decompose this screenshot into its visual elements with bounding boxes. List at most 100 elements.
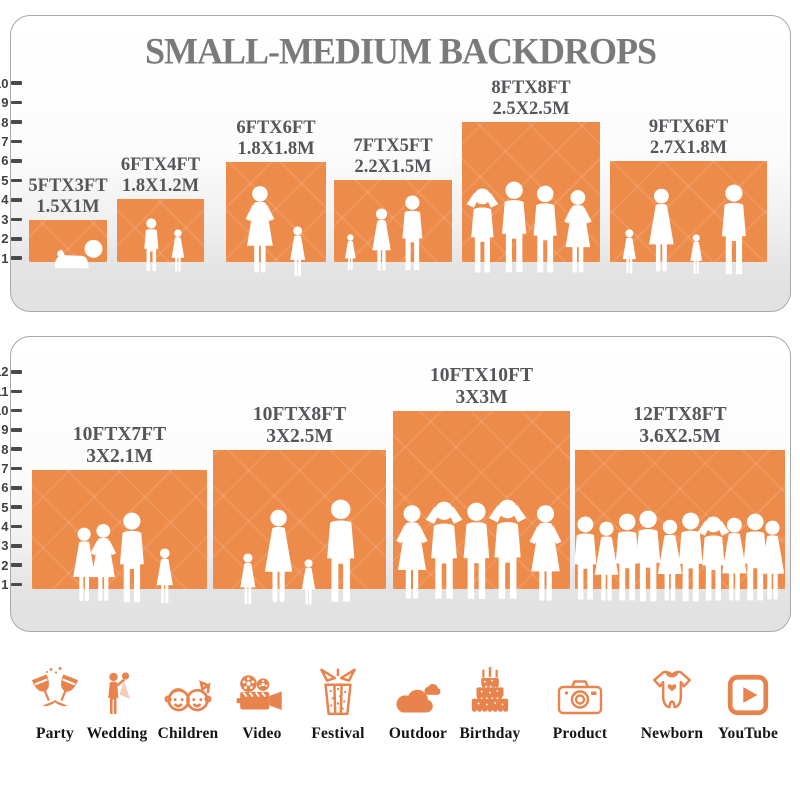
newborn-icon	[627, 658, 717, 718]
category-label: YouTube	[717, 725, 779, 742]
ruler-tick-label: 6	[1, 153, 9, 169]
ruler-tick	[10, 428, 22, 432]
ruler-tick-label: 9	[1, 95, 9, 111]
ruler-tick	[10, 139, 22, 144]
person-silhouette	[555, 189, 601, 277]
ruler-tick	[10, 178, 22, 183]
ruler-tick-label: 8	[1, 114, 9, 130]
category-label: Children	[157, 725, 219, 742]
ruler-tick-label: 6	[1, 480, 9, 496]
category-outdoor: Outdoor	[373, 658, 463, 743]
ruler-tick	[10, 100, 22, 105]
person-silhouette	[619, 229, 640, 276]
person-silhouette	[519, 504, 572, 606]
ruler-tick	[10, 120, 22, 124]
category-birthday: Birthday	[445, 658, 535, 743]
page-title: SMALL-MEDIUM BACKDROPS	[144, 30, 657, 72]
ruler-tick-label: 10	[0, 75, 9, 91]
ruler-tick	[10, 505, 22, 509]
ruler-tick	[10, 217, 22, 222]
category-festival: Festival	[293, 658, 383, 743]
ruler-tick-label: 12	[0, 364, 9, 380]
category-label: Outdoor	[388, 725, 448, 742]
ruler-tick	[10, 159, 22, 163]
party-icon	[10, 658, 100, 718]
category-label: Video	[242, 725, 282, 742]
ruler-tick-label: 4	[1, 519, 9, 535]
category-label: Birthday	[459, 725, 521, 742]
category-video: Video	[217, 658, 307, 743]
outdoor-icon	[373, 658, 463, 718]
children-icon	[143, 658, 233, 718]
person-silhouette	[111, 512, 153, 607]
ruler-tick	[10, 81, 22, 85]
youtube-icon	[703, 658, 793, 718]
person-silhouette	[168, 229, 188, 274]
ruler-tick	[10, 544, 22, 548]
backdrop-bar	[334, 180, 452, 262]
person-silhouette	[286, 226, 309, 279]
ruler-tick	[10, 466, 22, 471]
ruler-tick-label: 5	[1, 499, 9, 515]
ruler-tick-label: 4	[1, 192, 9, 208]
ruler-tick	[10, 256, 22, 260]
ruler-tick-label: 11	[0, 383, 9, 399]
backdrop-bar	[32, 470, 207, 589]
category-label: Party	[35, 725, 74, 742]
category-label: Festival	[311, 725, 365, 742]
ruler-tick-label: 9	[1, 422, 9, 438]
ruler-tick-label: 3	[1, 538, 9, 554]
category-newborn: Newborn	[627, 658, 717, 743]
person-silhouette	[642, 188, 681, 276]
person-silhouette	[367, 208, 396, 274]
person-silhouette	[139, 218, 164, 274]
product-icon	[535, 658, 625, 718]
ruler-tick	[10, 389, 22, 394]
category-wedding: Wedding	[72, 658, 162, 743]
category-youtube: YouTube	[703, 658, 793, 743]
baby-silhouette	[51, 238, 104, 272]
person-silhouette	[317, 499, 365, 607]
person-silhouette	[152, 548, 178, 606]
ruler-tick-label: 7	[1, 461, 9, 477]
person-silhouette	[236, 185, 284, 277]
ruler-tick-label: 10	[0, 403, 9, 419]
category-label: Newborn	[640, 725, 704, 742]
ruler-tick	[10, 524, 22, 529]
person-silhouette	[395, 195, 430, 274]
ruler-tick	[10, 582, 22, 587]
person-silhouette	[713, 184, 755, 279]
festival-icon	[293, 658, 383, 718]
category-label: Product	[552, 725, 608, 742]
birthday-icon	[445, 658, 535, 718]
category-product: Product	[535, 658, 625, 743]
person-silhouette	[687, 234, 705, 276]
category-label: Wedding	[86, 725, 148, 742]
ruler-tick-label: 3	[1, 211, 9, 227]
backdrop-bar	[213, 450, 386, 589]
ruler-tick-label: 8	[1, 441, 9, 457]
ruler-tick	[10, 486, 22, 490]
person-silhouette	[754, 520, 791, 604]
ruler-tick-label: 5	[1, 172, 9, 188]
ruler-tick-label: 2	[1, 557, 9, 573]
category-children: Children	[143, 658, 233, 743]
person-silhouette	[298, 559, 319, 607]
ruler-tick	[10, 198, 22, 202]
ruler-tick	[10, 370, 22, 374]
category-party: Party	[10, 658, 100, 743]
video-icon	[217, 658, 307, 718]
ruler-tick-label: 7	[1, 134, 9, 149]
ruler-tick	[10, 563, 22, 567]
wedding-icon	[72, 658, 162, 718]
ruler-tick	[10, 447, 22, 452]
person-silhouette	[257, 509, 300, 607]
ruler-tick	[10, 408, 22, 413]
person-silhouette	[236, 553, 260, 607]
person-silhouette	[342, 234, 359, 272]
ruler-tick-label: 1	[1, 250, 9, 266]
ruler-tick	[10, 236, 22, 241]
ruler-tick-label: 2	[1, 231, 9, 247]
ruler-tick-label: 1	[1, 577, 9, 592]
